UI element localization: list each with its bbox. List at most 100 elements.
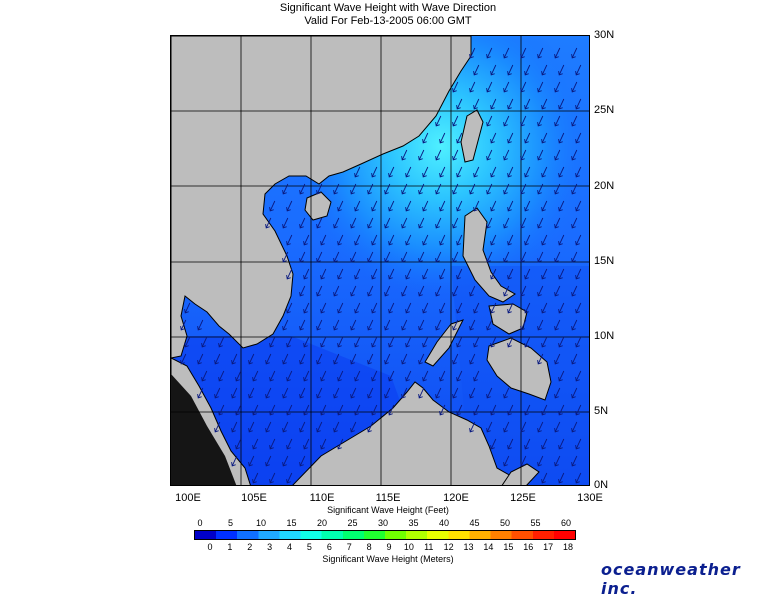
meters-scale-title: Significant Wave Height (Meters) <box>322 554 454 564</box>
wave-arrow <box>435 319 442 331</box>
wave-arrow <box>520 285 527 297</box>
wave-arrow <box>575 404 582 416</box>
wave-arrow <box>422 166 429 178</box>
wave-arrow <box>299 183 306 195</box>
map-valid-time: Valid For Feb-13-2005 06:00 GMT <box>304 15 472 27</box>
wave-arrow <box>571 149 578 161</box>
wave-arrow <box>452 115 459 127</box>
wave-arrow <box>316 251 323 263</box>
wave-arrow <box>388 404 395 416</box>
wave-arrow <box>320 234 327 246</box>
wave-arrow <box>439 302 446 314</box>
wave-arrow <box>422 302 429 314</box>
wave-arrow <box>558 472 565 484</box>
wave-arrow <box>503 47 510 59</box>
wave-arrow <box>248 421 255 433</box>
wave-arrow <box>490 438 497 450</box>
wave-arrow <box>316 387 323 399</box>
wave-arrow <box>456 268 463 280</box>
wave-arrow <box>350 251 357 263</box>
wave-arrow <box>558 64 565 76</box>
lat-label-5n: 5N <box>594 405 609 417</box>
wave-arrow <box>490 404 497 416</box>
wave-arrow <box>473 404 480 416</box>
wave-arrow <box>435 251 442 263</box>
wave-arrow <box>252 404 259 416</box>
wave-arrow <box>299 285 306 297</box>
wave-arrow <box>473 336 480 348</box>
wave-arrow <box>503 81 510 93</box>
wave-arrow <box>554 387 561 399</box>
mindanao <box>486 337 552 401</box>
wave-arrow <box>235 438 242 450</box>
meter-tick: 11 <box>424 542 434 552</box>
wave-arrow <box>490 166 497 178</box>
wave-arrow <box>316 217 323 229</box>
wave-arrow <box>469 183 476 195</box>
wave-arrow <box>265 217 272 229</box>
wave-arrow <box>507 98 514 110</box>
wave-arrow <box>537 421 544 433</box>
wave-arrow <box>520 47 527 59</box>
meter-tick: 8 <box>366 542 372 552</box>
wave-arrow <box>469 285 476 297</box>
lon-label-110e: 110E <box>309 492 335 504</box>
wave-arrow <box>452 251 459 263</box>
wave-arrow <box>558 200 565 212</box>
wave-arrow <box>282 217 289 229</box>
wave-arrow <box>575 98 582 110</box>
lat-label-15n: 15N <box>594 255 615 267</box>
wave-arrow <box>201 336 208 348</box>
wave-arrow <box>367 353 374 365</box>
wave-arrow <box>371 268 378 280</box>
wave-arrow <box>299 387 306 399</box>
wave-arrow <box>524 234 531 246</box>
wave-arrow <box>401 353 408 365</box>
wave-arrow <box>571 81 578 93</box>
wave-arrow <box>524 200 531 212</box>
wave-arrow <box>524 404 531 416</box>
feet-tick: 20 <box>316 518 327 528</box>
wave-arrow <box>367 217 374 229</box>
wave-arrow <box>473 166 480 178</box>
wave-arrow <box>388 268 395 280</box>
wave-arrow <box>486 421 493 433</box>
wave-arrow <box>197 319 204 331</box>
wave-arrow <box>469 81 476 93</box>
wave-arrow <box>486 217 493 229</box>
wave-arrow <box>252 472 259 484</box>
wave-arrow <box>384 251 391 263</box>
lon-label-125e: 125E <box>510 492 536 504</box>
wave-arrow <box>554 183 561 195</box>
meter-tick: 13 <box>463 542 474 552</box>
wave-arrow <box>388 336 395 348</box>
wave-arrow <box>350 183 357 195</box>
wave-arrow <box>486 387 493 399</box>
wave-arrow <box>180 319 187 331</box>
wave-arrow <box>503 421 510 433</box>
wave-arrow <box>469 353 476 365</box>
wave-arrow <box>575 234 582 246</box>
wave-arrow <box>265 455 272 467</box>
wave-arrow <box>418 217 425 229</box>
wave-arrow <box>333 217 340 229</box>
wave-arrow <box>303 234 310 246</box>
wave-arrow <box>503 285 510 297</box>
wave-arrow <box>197 353 204 365</box>
wave-arrow <box>554 353 561 365</box>
wave-arrow <box>520 81 527 93</box>
wave-arrow <box>473 64 480 76</box>
wave-arrow <box>507 268 514 280</box>
wave-arrow <box>435 183 442 195</box>
wave-arrow <box>541 200 548 212</box>
wave-arrow <box>235 370 242 382</box>
lon-label-120e: 120E <box>443 492 469 504</box>
wave-arrow <box>439 200 446 212</box>
wave-arrow <box>371 166 378 178</box>
wave-arrow <box>354 200 361 212</box>
wave-arrow <box>388 166 395 178</box>
wave-arrow <box>422 200 429 212</box>
wave-arrow <box>354 268 361 280</box>
wave-arrow <box>231 353 238 365</box>
wave-arrow <box>316 353 323 365</box>
